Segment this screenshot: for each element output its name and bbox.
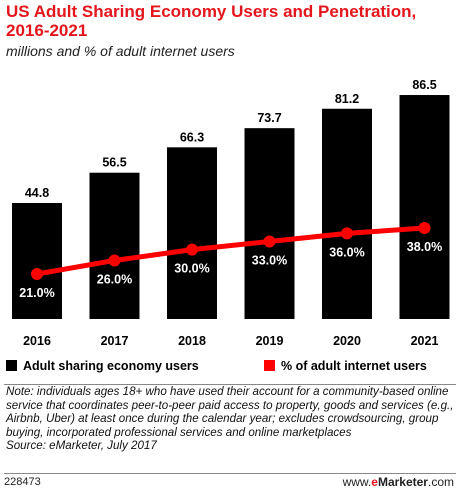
- bar-value-label: 86.5: [412, 78, 436, 92]
- line-point: [341, 227, 353, 240]
- line-value-label: 26.0%: [97, 272, 132, 286]
- bar-value-label: 81.2: [335, 92, 359, 106]
- legend-swatch-line: [264, 360, 275, 371]
- source-text: Source: eMarketer, July 2017: [6, 439, 157, 453]
- legend-label-bars: Adult sharing economy users: [23, 359, 199, 373]
- x-tick-label: 2017: [101, 334, 129, 348]
- line-value-label: 33.0%: [252, 254, 287, 268]
- legend-swatch-bars: [6, 360, 17, 371]
- x-tick-label: 2019: [256, 334, 284, 348]
- bar: [167, 147, 217, 319]
- chart-area: 44.8 2016 56.5 2017 66.3 2018 73.7 2019 81.2 2020…: [6, 78, 450, 373]
- bar-value-label: 44.8: [25, 186, 49, 200]
- line-point: [31, 268, 43, 280]
- x-tick-label: 2020: [333, 334, 361, 348]
- line-value-label: 30.0%: [174, 262, 209, 276]
- line-point: [263, 235, 276, 248]
- footer-divider: [4, 473, 456, 474]
- x-tick-label: 2016: [23, 334, 51, 348]
- chart-subtitle: millions and % of adult internet users: [6, 43, 235, 59]
- line-point: [108, 254, 121, 267]
- bar-value-label: 73.7: [257, 111, 281, 125]
- bar: [399, 95, 450, 319]
- chart-id: 228473: [4, 476, 41, 488]
- brand-suffix: .com: [427, 475, 454, 489]
- chart-note: Note: individuals ages 18+ who have used…: [6, 385, 456, 453]
- legend-label-line: % of adult internet users: [281, 359, 427, 373]
- line-point: [418, 222, 431, 234]
- line-value-label: 36.0%: [329, 245, 364, 259]
- brand-e: e: [371, 475, 378, 489]
- brand-prefix: www.: [342, 475, 372, 489]
- note-divider: [4, 384, 456, 385]
- line-value-label: 38.0%: [407, 240, 442, 254]
- x-tick-label: 2018: [178, 334, 206, 348]
- bar: [89, 172, 140, 319]
- bar: [12, 203, 62, 319]
- bar-value-label: 56.5: [102, 156, 126, 170]
- bar-value-label: 66.3: [180, 130, 204, 144]
- x-tick-label: 2021: [411, 334, 439, 348]
- brand-name: Marketer: [377, 475, 428, 489]
- line-series: [36, 225, 425, 277]
- chart-title: US Adult Sharing Economy Users and Penet…: [6, 2, 417, 40]
- brand-logo: www.eMarketer.com: [343, 475, 454, 489]
- line-point: [186, 243, 198, 256]
- line-value-label: 21.0%: [19, 286, 54, 300]
- bar: [322, 108, 372, 319]
- note-text: Note: individuals ages 18+ who have used…: [6, 385, 454, 439]
- bar: [244, 128, 295, 319]
